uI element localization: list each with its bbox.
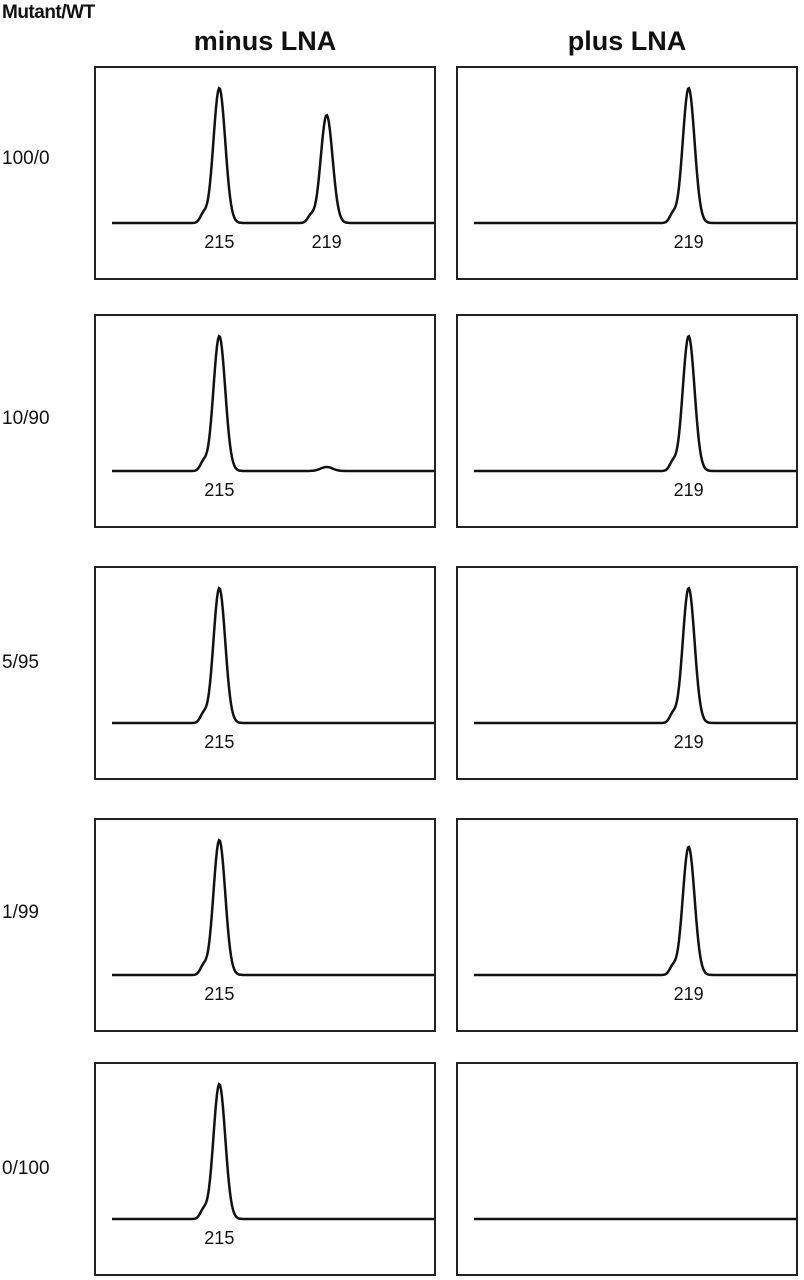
peak-label: 215 <box>204 1228 234 1248</box>
peak-label: 219 <box>674 232 704 252</box>
trace-line <box>112 334 434 473</box>
chromatogram-plot <box>474 1217 796 1221</box>
peak-label: 215 <box>204 480 234 500</box>
chromatogram-plot: 215 219 <box>112 86 434 252</box>
chromatogram-panel: 215 <box>94 1062 436 1276</box>
chromatogram-panel: 219 <box>456 818 798 1032</box>
chromatogram-plot: 219 <box>474 845 796 1004</box>
trace-line <box>112 1082 434 1221</box>
trace-line <box>474 586 796 725</box>
chromatogram-plot: 215 <box>112 586 434 752</box>
trace-line <box>112 838 434 977</box>
chromatogram-panel: 219 <box>456 314 798 528</box>
chromatogram-plot: 215 <box>112 1082 434 1248</box>
row-label-1-99: 1/99 <box>2 902 39 923</box>
chromatogram-plot: 215 <box>112 334 434 500</box>
trace-line <box>474 845 796 977</box>
chromatogram-panel <box>456 1062 798 1276</box>
chromatogram-panel: 219 <box>456 66 798 280</box>
trace-line <box>474 86 796 225</box>
column-header-plus-lna: plus LNA <box>567 26 687 56</box>
chromatogram-plot: 215 <box>112 838 434 1004</box>
chromatogram-plot: 219 <box>474 334 796 500</box>
chromatogram-panel: 215 <box>94 314 436 528</box>
trace-line <box>474 334 796 473</box>
chromatogram-panel: 215 <box>94 566 436 780</box>
chromatogram-plot: 219 <box>474 586 796 752</box>
peak-label: 219 <box>674 984 704 1004</box>
column-header-minus-lna: minus LNA <box>193 26 337 56</box>
corner-label: Mutant/WT <box>2 2 95 23</box>
peak-label: 219 <box>312 232 342 252</box>
peak-label: 219 <box>674 732 704 752</box>
chromatogram-plot: 219 <box>474 86 796 252</box>
chromatogram-panel: 219 <box>456 566 798 780</box>
trace-line <box>112 586 434 725</box>
peak-label: 215 <box>204 732 234 752</box>
peak-label: 215 <box>204 984 234 1004</box>
row-label-10-90: 10/90 <box>2 408 50 429</box>
chromatogram-panel: 215 219 <box>94 66 436 280</box>
row-label-100-0: 100/0 <box>2 148 50 169</box>
chromatogram-panel: 215 <box>94 818 436 1032</box>
row-label-5-95: 5/95 <box>2 652 39 673</box>
row-label-0-100: 0/100 <box>2 1158 50 1179</box>
trace-line <box>112 86 434 225</box>
peak-label: 219 <box>674 480 704 500</box>
peak-label: 215 <box>204 232 234 252</box>
